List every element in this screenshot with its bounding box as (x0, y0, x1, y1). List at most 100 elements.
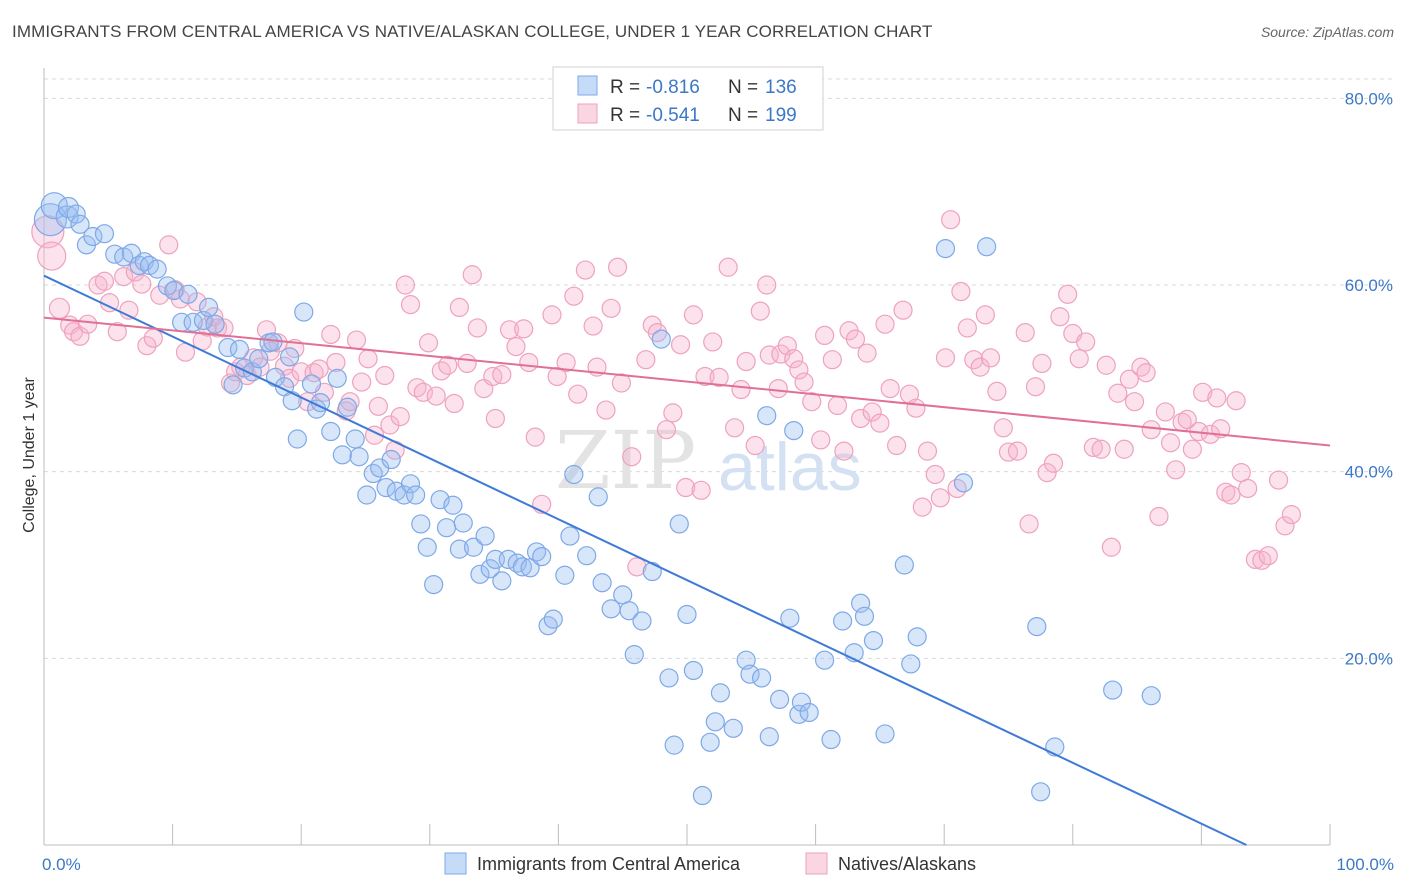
pink-point-62 (418, 333, 439, 353)
pink-point-67 (449, 297, 469, 317)
blue-point-46 (349, 447, 369, 467)
points-blue (33, 192, 1161, 806)
blue-point-56 (411, 514, 431, 534)
pink-point-143 (935, 348, 956, 368)
pink-point-126 (834, 441, 854, 461)
pink-point-166 (1076, 332, 1096, 352)
y-tick-label-0: 20.0% (1345, 649, 1393, 668)
pink-point-83 (556, 352, 576, 373)
bottom-legend-swatch-pink (805, 852, 828, 875)
pink-point-98 (656, 420, 677, 440)
blue-point-60 (436, 518, 457, 538)
blue-point-114 (833, 611, 853, 631)
pink-point-74 (492, 365, 512, 385)
pink-point-58 (395, 275, 415, 295)
pink-point-125 (827, 395, 848, 415)
blue-point-118 (863, 630, 884, 651)
blue-point-89 (642, 561, 662, 582)
pink-point-91 (607, 257, 628, 277)
legend-swatch-blue (577, 75, 598, 96)
pink-point-43 (309, 359, 329, 379)
source-label: Source: ZipAtlas.com (1260, 24, 1394, 40)
blue-point-15 (147, 259, 167, 279)
pink-point-159 (1032, 353, 1052, 373)
pink-point-141 (925, 464, 945, 485)
blue-point-36 (287, 429, 307, 449)
blue-point-35 (282, 391, 302, 411)
pink-point-160 (1037, 463, 1057, 483)
blue-point-107 (780, 608, 800, 628)
pink-point-148 (964, 350, 984, 370)
blue-point-99 (710, 683, 731, 703)
pink-point-183 (1177, 409, 1197, 429)
blue-point-17 (164, 281, 184, 301)
blue-point-5 (70, 214, 90, 234)
pink-point-120 (794, 372, 814, 392)
blue-point-82 (588, 487, 608, 507)
blue-point-92 (664, 735, 684, 755)
blue-point-100 (723, 718, 743, 738)
blue-point-97 (700, 732, 720, 752)
pink-point-138 (906, 398, 926, 418)
blue-point-62 (449, 539, 469, 559)
pink-point-109 (731, 379, 751, 400)
pink-point-2 (48, 297, 71, 319)
blue-point-75 (532, 546, 552, 567)
pink-point-163 (1058, 284, 1078, 304)
pink-point-198 (1268, 470, 1289, 490)
pink-point-133 (875, 314, 895, 334)
pink-point-132 (870, 413, 890, 433)
blue-point-95 (683, 660, 704, 681)
blue-point-88 (632, 611, 652, 631)
pink-point-54 (375, 365, 395, 386)
pink-point-113 (757, 275, 777, 295)
blue-point-45 (345, 429, 365, 449)
pink-point-110 (736, 351, 756, 372)
watermark: ZIP atlas (555, 414, 862, 507)
legend-r-value-pink: -0.541 (646, 105, 700, 126)
pink-point-190 (1216, 482, 1236, 502)
pink-point-86 (575, 260, 596, 280)
bottom-legend: Immigrants from Central America Natives/… (444, 852, 976, 875)
y-tick-label-3: 80.0% (1345, 89, 1393, 108)
pink-point-50 (352, 372, 372, 392)
pink-point-77 (514, 319, 534, 339)
legend-n-label-pink: N = (728, 105, 758, 126)
pink-point-53 (368, 396, 388, 416)
pink-point-75 (499, 320, 520, 340)
pink-point-89 (596, 400, 616, 420)
pink-point-136 (893, 300, 913, 320)
pink-point-184 (1182, 439, 1202, 459)
pink-point-122 (811, 430, 831, 450)
pink-point-85 (568, 384, 588, 404)
pink-point-106 (709, 367, 729, 387)
pink-point-157 (1019, 514, 1039, 534)
blue-point-69 (492, 571, 512, 591)
pink-point-135 (887, 435, 907, 456)
pink-point-124 (822, 350, 842, 370)
blue-point-98 (705, 712, 725, 732)
pink-point-78 (519, 352, 539, 373)
pink-point-15 (137, 336, 157, 356)
pink-point-144 (941, 210, 961, 230)
pink-point-68 (457, 353, 477, 373)
pink-point-180 (1160, 433, 1181, 453)
pink-point-87 (583, 316, 603, 336)
pink-point-81 (542, 305, 562, 325)
watermark-zip: ZIP (555, 414, 696, 507)
blue-point-87 (624, 644, 644, 665)
pink-point-156 (1015, 323, 1035, 343)
blue-point-57 (417, 537, 437, 557)
legend-n-value-blue: 136 (765, 77, 797, 98)
blue-point-63 (453, 513, 473, 533)
blue-point-22 (199, 297, 219, 317)
pink-point-79 (525, 427, 545, 447)
blue-point-43 (332, 445, 352, 465)
pink-point-200 (1281, 504, 1302, 525)
blue-point-4 (66, 204, 86, 224)
blue-point-122 (907, 627, 927, 647)
blue-point-108 (784, 421, 804, 441)
blue-point-7 (83, 226, 103, 247)
pink-point-94 (627, 557, 647, 577)
pink-point-93 (622, 447, 642, 467)
